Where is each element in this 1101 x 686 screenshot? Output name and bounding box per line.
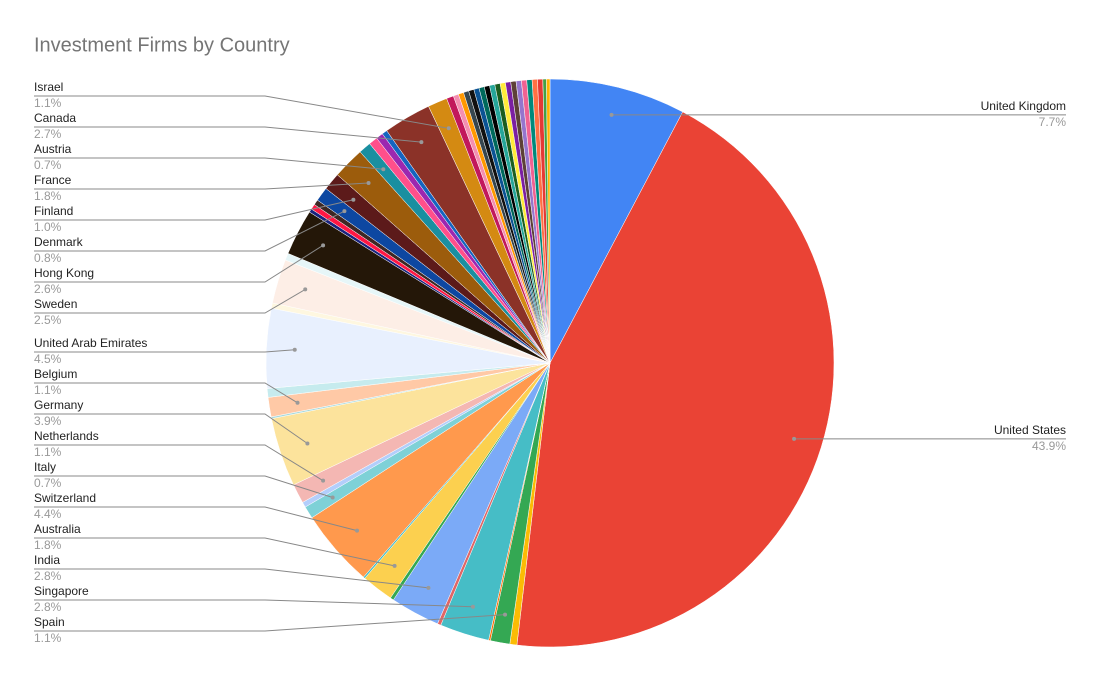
leader-dot	[303, 287, 308, 292]
leader-line	[34, 614, 506, 632]
leader-dot	[609, 112, 614, 117]
leader-line	[34, 599, 473, 608]
leader-line	[34, 288, 306, 314]
leader-dot	[321, 478, 326, 483]
slice-label: United Kingdom	[981, 99, 1066, 113]
leader-line	[34, 506, 358, 532]
pie-slice	[516, 111, 835, 648]
leader-line	[34, 349, 295, 353]
slice-percent: 2.6%	[34, 282, 62, 296]
leader-dot	[792, 436, 797, 441]
slice-percent: 0.8%	[34, 251, 62, 265]
slice-percent: 2.8%	[34, 569, 62, 583]
slice-percent: 1.1%	[34, 445, 62, 459]
slice-percent: 0.7%	[34, 158, 62, 172]
leader-dot	[330, 495, 335, 500]
leader-line	[34, 568, 429, 589]
slice-percent: 0.7%	[34, 476, 62, 490]
leader-line	[34, 475, 333, 498]
leader-line	[34, 126, 422, 143]
leader-dot	[366, 180, 371, 185]
leader-dot	[381, 167, 386, 172]
leader-dot	[292, 347, 297, 352]
slice-percent: 2.7%	[34, 127, 62, 141]
slice-percent: 3.9%	[34, 414, 62, 428]
leader-dot	[470, 604, 475, 609]
slice-percent: 1.1%	[34, 383, 62, 397]
slice-label: Spain	[34, 615, 65, 629]
slice-percent: 2.5%	[34, 313, 62, 327]
slice-percent: 7.7%	[1039, 115, 1067, 129]
slice-label: France	[34, 173, 72, 187]
slice-label: Switzerland	[34, 491, 96, 505]
leader-dot	[503, 612, 508, 617]
leader-dot	[305, 441, 310, 446]
slice-label: Austria	[34, 142, 72, 156]
slice-label: Singapore	[34, 584, 89, 598]
leader-line	[34, 157, 384, 170]
slice-label: Germany	[34, 398, 83, 412]
pie-slice	[549, 78, 684, 364]
leader-line	[34, 413, 308, 444]
slice-label: United Arab Emirates	[34, 336, 147, 350]
slice-percent: 4.5%	[34, 352, 62, 366]
leader-dot	[392, 563, 397, 568]
leader-dot	[419, 140, 424, 145]
slice-label: Israel	[34, 80, 63, 94]
leader-dot	[446, 126, 451, 131]
leader-line	[34, 244, 324, 283]
leader-dot	[351, 197, 356, 202]
slice-percent: 1.8%	[34, 538, 62, 552]
slice-label: Netherlands	[34, 429, 99, 443]
slice-label: Denmark	[34, 235, 84, 249]
slice-percent: 1.8%	[34, 189, 62, 203]
leader-line	[34, 210, 345, 252]
slice-percent: 1.1%	[34, 96, 62, 110]
slice-label: Hong Kong	[34, 266, 94, 280]
slice-label: United States	[994, 423, 1066, 437]
slice-percent: 43.9%	[1032, 439, 1066, 453]
slice-label: India	[34, 553, 60, 567]
slice-percent: 1.1%	[34, 631, 62, 645]
leader-line	[34, 382, 298, 404]
chart-title: Investment Firms by Country	[34, 34, 290, 56]
slice-percent: 4.4%	[34, 507, 62, 521]
leader-line	[34, 182, 369, 190]
leader-dot	[355, 528, 360, 533]
leader-line	[34, 95, 449, 129]
slice-label: Canada	[34, 111, 76, 125]
leader-dot	[321, 243, 326, 248]
pie-slice	[546, 78, 551, 364]
slice-label: Belgium	[34, 367, 77, 381]
slice-percent: 2.8%	[34, 600, 62, 614]
leader-line	[34, 199, 354, 221]
slice-label: Sweden	[34, 297, 77, 311]
leader-line	[34, 444, 324, 482]
slice-percent: 1.0%	[34, 220, 62, 234]
slice-label: Australia	[34, 522, 81, 536]
leader-dot	[342, 209, 347, 214]
leader-dot	[426, 585, 431, 590]
slice-label: Italy	[34, 460, 56, 474]
leader-dot	[295, 400, 300, 405]
slice-label: Finland	[34, 204, 73, 218]
leader-line	[34, 537, 395, 567]
